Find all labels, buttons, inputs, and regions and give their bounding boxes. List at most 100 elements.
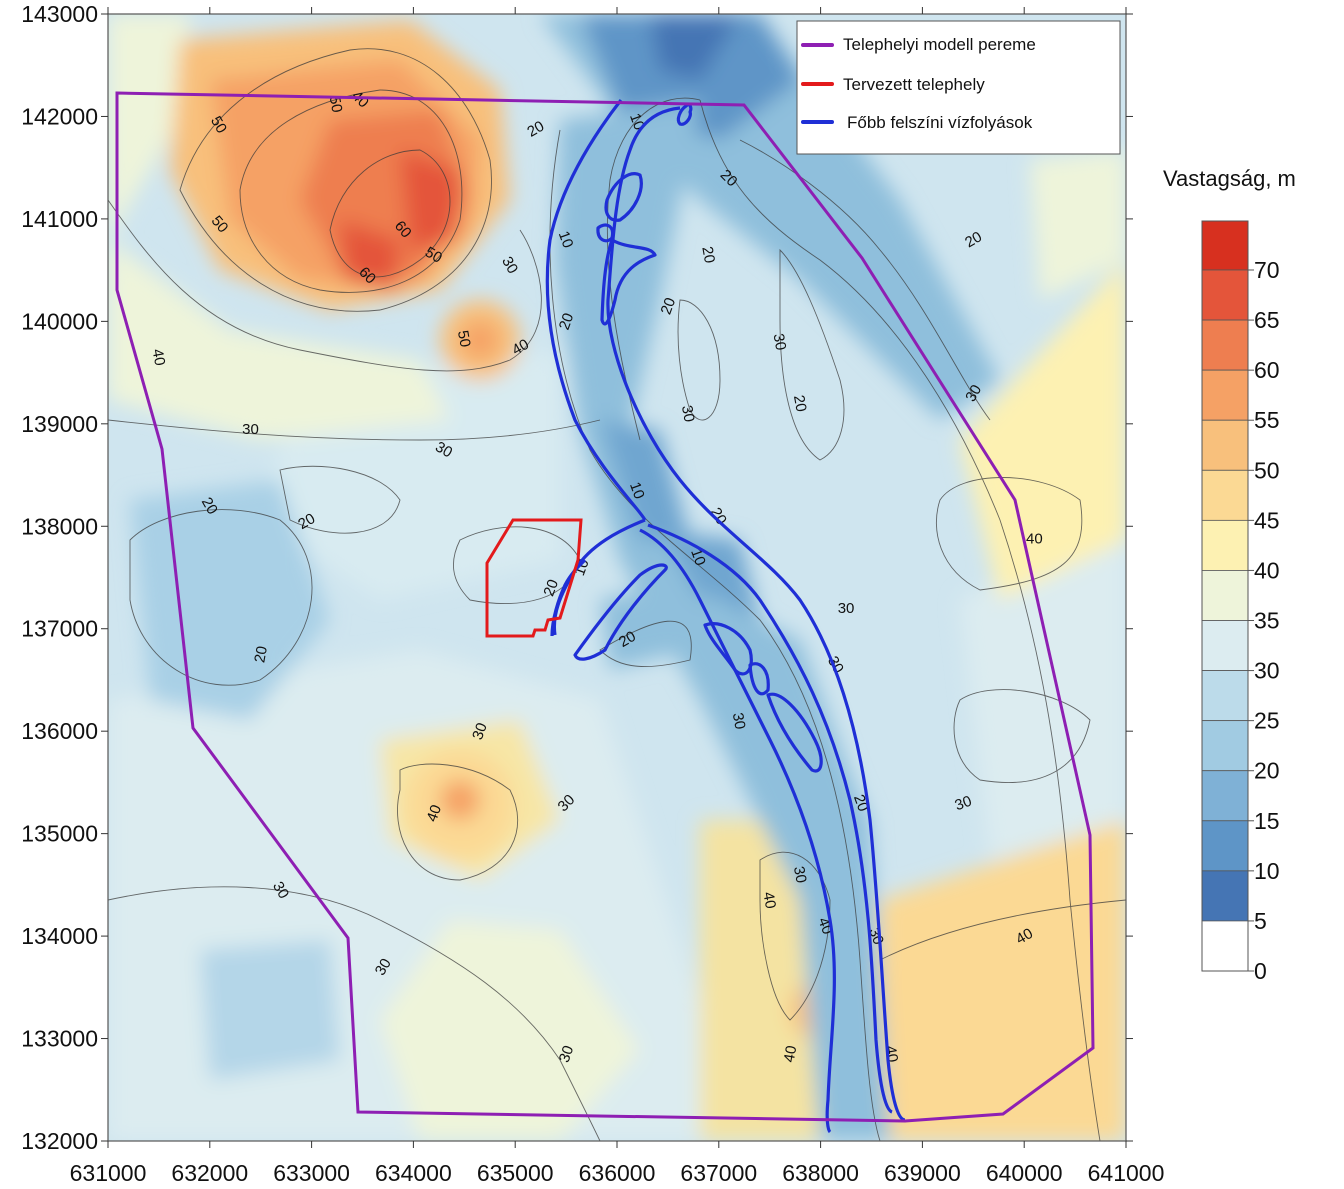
y-tick-label: 138000 [21,513,98,539]
contour-label-group: 60 [391,218,415,242]
colorbar-cell [1201,620,1249,671]
contour-label: 30 [372,956,395,979]
contour-label: 30 [838,600,855,617]
legend: Telephelyi modell pereme Tervezett telep… [796,20,1121,155]
river-island-1 [604,172,643,222]
model-boundary [115,91,1095,1123]
contour-label-group: 30 [498,254,521,277]
legend-label-model-boundary: Telephelyi modell pereme [843,35,1036,54]
colorbar-label: 50 [1254,457,1280,483]
y-tick-label: 137000 [21,616,98,642]
y-tick-label: 143000 [21,1,98,27]
colorbar-label: 70 [1254,257,1280,283]
contour-label-group: 40 [759,891,779,910]
contour-label-group: 20 [198,495,221,518]
planned-site-boundary [485,518,583,638]
contour-label-group: 50 [454,329,474,348]
river-lines [545,99,906,1134]
contour-label: 20 [556,311,578,332]
contour-label: 30 [770,332,790,351]
x-tick-label: 636000 [579,1160,656,1186]
map-axes: 631000 632000 633000 634000 635000 636000 6370… [21,1,1164,1186]
contour-label-group: 20 [616,628,639,651]
contour-label: 50 [422,244,445,267]
colorbar-label: 65 [1254,307,1280,333]
colorbar-label: 45 [1254,507,1280,533]
x-tick-label: 634000 [375,1160,452,1186]
contour-label: 30 [556,1043,578,1064]
contour-label: 10 [626,480,648,501]
colorbar-label: 40 [1254,557,1280,583]
contour-label: 30 [790,865,810,884]
colorbar-cell [1201,220,1249,271]
contour-label: 30 [962,382,985,405]
colorbar-label: 20 [1254,758,1280,784]
x-tick-label: 633000 [273,1160,350,1186]
colorbar-cell [1201,319,1249,371]
contour-label-group: 40 [781,1044,801,1063]
contour-label: 40 [1026,531,1043,548]
contour-label: 20 [707,505,730,528]
contour-label-group: 40 [1013,925,1036,948]
contour-label: 40 [423,803,445,824]
contour-label: 40 [509,336,532,359]
contour-label: 40 [1013,925,1036,948]
contour-label-group: 50 [326,95,346,114]
contour-label: 20 [790,394,810,413]
colorbar-cell [1201,469,1249,521]
contour-label-group: 20 [524,118,547,141]
river-south-branch [573,563,668,661]
contour-label-group: 20 [556,311,578,332]
x-tick-label: 639000 [884,1160,961,1186]
contour-label: 20 [198,495,221,518]
contour-label: 30 [729,711,749,730]
contour-label-group: 50 [207,113,230,136]
contour-label-group: 20 [658,295,680,316]
contour-label: 20 [295,510,318,533]
contour-label-group: 20 [698,245,718,264]
y-tick-label: 132000 [21,1128,98,1154]
contour-label-group: 30 [962,382,985,405]
contour-label-group: 40 [149,348,169,367]
contour-label-group: 30 [372,956,395,979]
colorbar-cell [1201,820,1249,872]
y-tick-label: 135000 [21,821,98,847]
contour-label: 20 [524,118,547,141]
contour-label-group: 30 [770,332,790,351]
colorbar-cell [1201,720,1249,772]
river-island-2 [596,223,615,243]
contour-label: 30 [432,438,455,461]
x-tick-label: 637000 [680,1160,757,1186]
y-tick-label: 142000 [21,103,98,129]
y-tick-label: 140000 [21,308,98,334]
contour-label-group: 20 [717,166,741,190]
contour-label-group: 30 [432,438,455,461]
contour-label-group: 40 [882,1044,902,1063]
contour-label-group: 30 [469,721,491,742]
contour-label-group: 30 [556,1043,578,1064]
colorbar-cell [1201,269,1249,321]
contour-label: 40 [149,348,169,367]
contour-label-group: 40 [1026,531,1043,548]
y-tick-label: 136000 [21,718,98,744]
colorbar-cell [1201,570,1249,621]
river-island-4 [703,622,753,676]
river-east-2 [647,523,893,1114]
colorbar-cells [1201,220,1249,972]
colorbar-title: Vastagság, m [1163,166,1296,191]
contour-label-group: 40 [509,336,532,359]
contour-label-group: 30 [555,791,579,815]
contour-label: 30 [242,421,259,438]
contour-label: 30 [498,254,521,277]
contour-label: 50 [454,329,474,348]
contour-label-group: 40 [348,87,372,111]
x-tick-label: 638000 [782,1160,859,1186]
river-island-3 [600,238,657,326]
colorbar-outline [1201,220,1249,972]
contour-label-group: 30 [678,404,698,423]
contour-label-group: 50 [422,244,445,267]
river-island-5 [748,662,770,696]
contour-label: 40 [781,1044,801,1063]
colorbar-label: 30 [1254,658,1280,684]
